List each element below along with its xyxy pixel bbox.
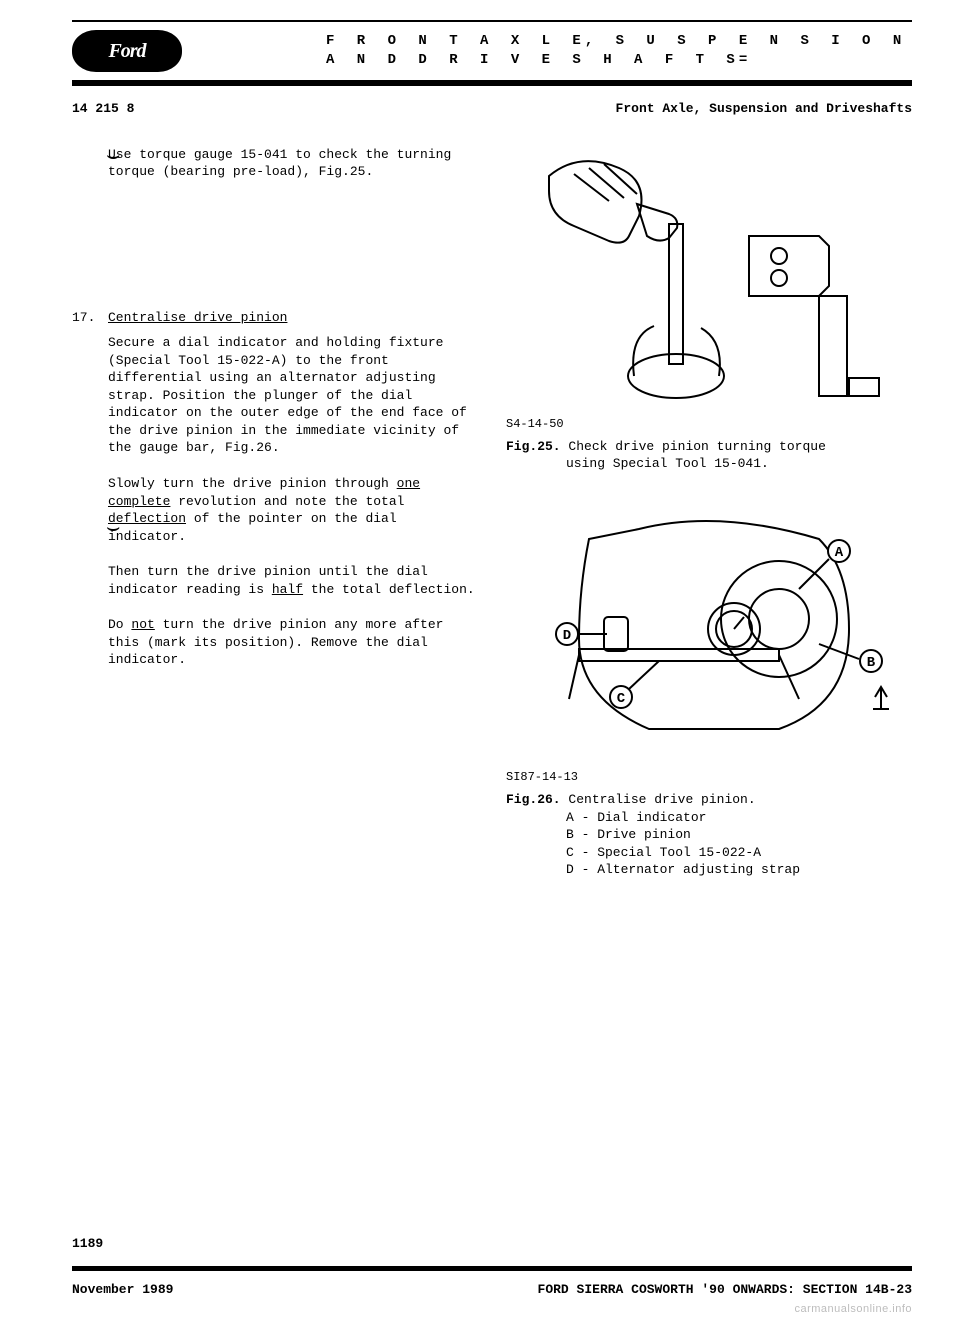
fig26-ref: SI87-14-13 [506, 769, 912, 785]
header-title: F R O N T A X L E, S U S P E N S I O N A… [206, 32, 912, 70]
footer-date: November 1989 [72, 1281, 173, 1299]
figure-25-svg [506, 146, 912, 406]
para-do-not: Do not turn the drive pinion any more af… [72, 616, 478, 669]
svg-text:A: A [835, 545, 844, 561]
fig26-caption: Fig.26. Centralise drive pinion. A - Dia… [506, 791, 912, 879]
fig25-caption: Fig.25. Check drive pinion turning torqu… [506, 438, 912, 473]
svg-text:C: C [617, 691, 626, 707]
footer-section: FORD SIERRA COSWORTH '90 ONWARDS: SECTIO… [538, 1281, 912, 1299]
ford-logo-text: Ford [108, 38, 145, 65]
svg-text:B: B [867, 655, 876, 671]
left-column: ⌣ Use torque gauge 15-041 to check the t… [72, 146, 478, 883]
fig25-ref: S4-14-50 [506, 416, 912, 432]
section-code: 14 215 8 [72, 100, 134, 118]
figure-26: A B C D [506, 499, 912, 759]
step-title: Centralise drive pinion [108, 309, 287, 327]
para-then: Then turn the drive pinion until the dia… [72, 563, 478, 598]
para-slowly: Slowly turn the drive pinion through one… [72, 475, 478, 545]
figure-26-svg: A B C D [506, 499, 912, 759]
svg-text:D: D [563, 628, 571, 644]
step-17: 17. Centralise drive pinion [72, 309, 478, 327]
ford-logo: Ford [72, 30, 182, 72]
subheader: 14 215 8 Front Axle, Suspension and Driv… [72, 100, 912, 118]
figure-25 [506, 146, 912, 406]
para-torque: Use torque gauge 15-041 to check the tur… [72, 146, 478, 181]
binding-mark-icon: ⌣ [106, 142, 120, 172]
step-number: 17. [72, 309, 100, 327]
para-secure: Secure a dial indicator and holding fixt… [72, 334, 478, 457]
section-title: Front Axle, Suspension and Driveshafts [616, 100, 912, 118]
page-footer-block: 1189 November 1989 FORD SIERRA COSWORTH … [72, 1235, 912, 1299]
right-column: S4-14-50 Fig.25. Check drive pinion turn… [506, 146, 912, 883]
header-row: Ford F R O N T A X L E, S U S P E N S I … [72, 26, 912, 80]
watermark: carmanualsonline.info [794, 1302, 912, 1317]
binding-mark-icon: ⌣ [106, 514, 120, 544]
page-number: 1189 [72, 1235, 912, 1253]
